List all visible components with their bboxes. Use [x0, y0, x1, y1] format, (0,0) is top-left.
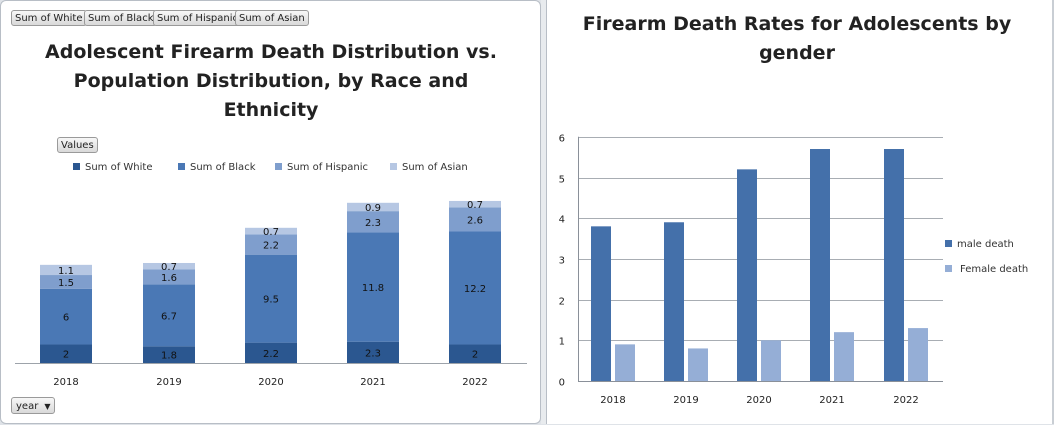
- data-label-sum-of-hispanic-2018: 1.5: [58, 278, 74, 289]
- bar-female-death-2020: [761, 340, 781, 381]
- bar-female-death-2021: [834, 332, 854, 381]
- scrollbar-edge: [1052, 0, 1054, 424]
- left-chart-panel: Sum of White Sum of Black Sum of Hispani…: [0, 0, 541, 424]
- bar-sum-of-asian-2021: [347, 202, 399, 212]
- data-label-sum-of-asian-2020: 0.7: [263, 227, 279, 238]
- legend-swatch-sum-of-asian: [390, 163, 397, 170]
- stacked-chart-title: Adolescent Firearm Death Distribution vs…: [41, 38, 501, 125]
- legend-label-sum-of-black: Sum of Black: [190, 162, 256, 173]
- legend-label-female-death: Female death: [960, 264, 1028, 275]
- bar-male-death-2019: [664, 222, 684, 381]
- bar-sum-of-asian-2022: [449, 200, 501, 208]
- data-label-sum-of-black-2020: 9.5: [263, 295, 279, 306]
- bar-sum-of-white-2021: [347, 341, 399, 363]
- x-tick-label-2018: 2018: [600, 395, 625, 406]
- field-button-sum-of-asian[interactable]: Sum of Asian: [235, 10, 309, 26]
- y-tick-label-5: 5: [559, 175, 565, 186]
- bar-sum-of-black-2018: [40, 288, 92, 345]
- y-tick-label-1: 1: [559, 337, 565, 348]
- y-tick-label-3: 3: [559, 256, 565, 267]
- data-label-sum-of-black-2019: 6.7: [161, 311, 177, 322]
- data-label-sum-of-white-2022: 2: [472, 350, 478, 361]
- bar-sum-of-white-2018: [40, 344, 92, 363]
- stacked-chart-title-line-3: Ethnicity: [223, 99, 319, 121]
- right-chart-panel: Firearm Death Rates for Adolescents by g…: [546, 0, 1054, 424]
- legend-swatch-sum-of-white: [73, 163, 80, 170]
- bar-sum-of-asian-2018: [40, 264, 92, 276]
- gender-chart-title-line-2: gender: [759, 42, 835, 64]
- data-label-sum-of-asian-2022: 0.7: [467, 200, 483, 211]
- data-label-sum-of-hispanic-2019: 1.6: [161, 273, 177, 284]
- bar-sum-of-white-2019: [143, 346, 195, 363]
- x-tick-label-2020: 2020: [746, 395, 771, 406]
- legend-label-sum-of-asian: Sum of Asian: [402, 162, 468, 173]
- legend-swatch-female-death: [945, 265, 952, 272]
- x-tick-label-2022: 2022: [893, 395, 918, 406]
- x-tick-label-2018: 2018: [53, 377, 78, 388]
- bar-sum-of-hispanic-2021: [347, 211, 399, 233]
- data-label-sum-of-hispanic-2020: 2.2: [263, 240, 279, 251]
- bar-sum-of-white-2022: [449, 344, 501, 363]
- legend-label-male-death: male death: [957, 239, 1014, 250]
- x-tick-label-2022: 2022: [462, 377, 487, 388]
- gender-chart-title-line-1: Firearm Death Rates for Adolescents by: [582, 13, 1012, 35]
- data-label-sum-of-white-2019: 1.8: [161, 351, 177, 362]
- chevron-down-icon: ▼: [44, 402, 51, 411]
- stacked-bar-chart: Sum of White Sum of Black Sum of Hispanic S…: [15, 162, 527, 388]
- x-tick-label-2019: 2019: [156, 377, 181, 388]
- data-label-sum-of-asian-2019: 0.7: [161, 262, 177, 273]
- stacked-chart-title-line-2: Population Distribution, by Race and: [73, 70, 469, 92]
- bar-sum-of-black-2020: [245, 254, 297, 343]
- gender-bar-chart: 0 1 2 3 4 5 6 2018 2019 2020 2021 2022 male death Fem…: [559, 134, 1029, 407]
- legend-swatch-sum-of-hispanic: [275, 163, 282, 170]
- legend-label-sum-of-hispanic: Sum of Hispanic: [287, 162, 368, 173]
- data-label-sum-of-white-2021: 2.3: [365, 348, 381, 359]
- data-label-sum-of-hispanic-2022: 2.6: [467, 215, 483, 226]
- year-filter-dropdown[interactable]: year ▼: [11, 397, 56, 414]
- y-tick-label-2: 2: [559, 297, 565, 308]
- data-label-sum-of-black-2021: 11.8: [362, 283, 384, 294]
- data-label-sum-of-white-2020: 2.2: [263, 349, 279, 360]
- bar-female-death-2018: [615, 344, 635, 381]
- x-tick-label-2021: 2021: [819, 395, 844, 406]
- y-tick-label-6: 6: [559, 134, 565, 145]
- data-label-sum-of-hispanic-2021: 2.3: [365, 218, 381, 229]
- bar-sum-of-hispanic-2018: [40, 275, 92, 289]
- bar-sum-of-asian-2019: [143, 262, 195, 270]
- x-tick-label-2019: 2019: [673, 395, 698, 406]
- year-filter-label: year: [16, 401, 39, 412]
- y-tick-label-4: 4: [559, 215, 565, 226]
- bar-male-death-2020: [737, 169, 757, 381]
- x-tick-label-2021: 2021: [360, 377, 385, 388]
- bar-sum-of-black-2019: [143, 284, 195, 347]
- data-label-sum-of-asian-2018: 1.1: [58, 266, 74, 277]
- bar-female-death-2022: [908, 328, 928, 381]
- values-field-button[interactable]: Values: [57, 137, 98, 153]
- data-label-sum-of-black-2022: 12.2: [464, 284, 486, 295]
- bar-male-death-2022: [884, 149, 904, 381]
- bar-sum-of-hispanic-2022: [449, 207, 501, 232]
- bar-sum-of-asian-2020: [245, 227, 297, 235]
- bar-male-death-2021: [810, 149, 830, 381]
- bar-sum-of-black-2021: [347, 232, 399, 342]
- bar-sum-of-black-2022: [449, 231, 501, 345]
- bar-sum-of-hispanic-2020: [245, 234, 297, 255]
- x-tick-label-2020: 2020: [258, 377, 283, 388]
- data-label-sum-of-white-2018: 2: [63, 350, 69, 361]
- data-label-sum-of-black-2018: 6: [63, 313, 69, 324]
- bar-male-death-2018: [591, 226, 611, 381]
- legend-label-sum-of-white: Sum of White: [85, 162, 153, 173]
- y-tick-label-0: 0: [559, 378, 565, 389]
- legend-swatch-male-death: [945, 240, 952, 247]
- data-label-sum-of-asian-2021: 0.9: [365, 203, 381, 214]
- legend-swatch-sum-of-black: [178, 163, 185, 170]
- stacked-chart-title-line-1: Adolescent Firearm Death Distribution vs…: [45, 41, 497, 63]
- bar-female-death-2019: [688, 348, 708, 381]
- bar-sum-of-white-2020: [245, 342, 297, 363]
- gender-chart-title: Firearm Death Rates for Adolescents by g…: [567, 10, 1027, 68]
- pane-splitter[interactable]: [541, 0, 546, 424]
- bar-sum-of-hispanic-2019: [143, 269, 195, 285]
